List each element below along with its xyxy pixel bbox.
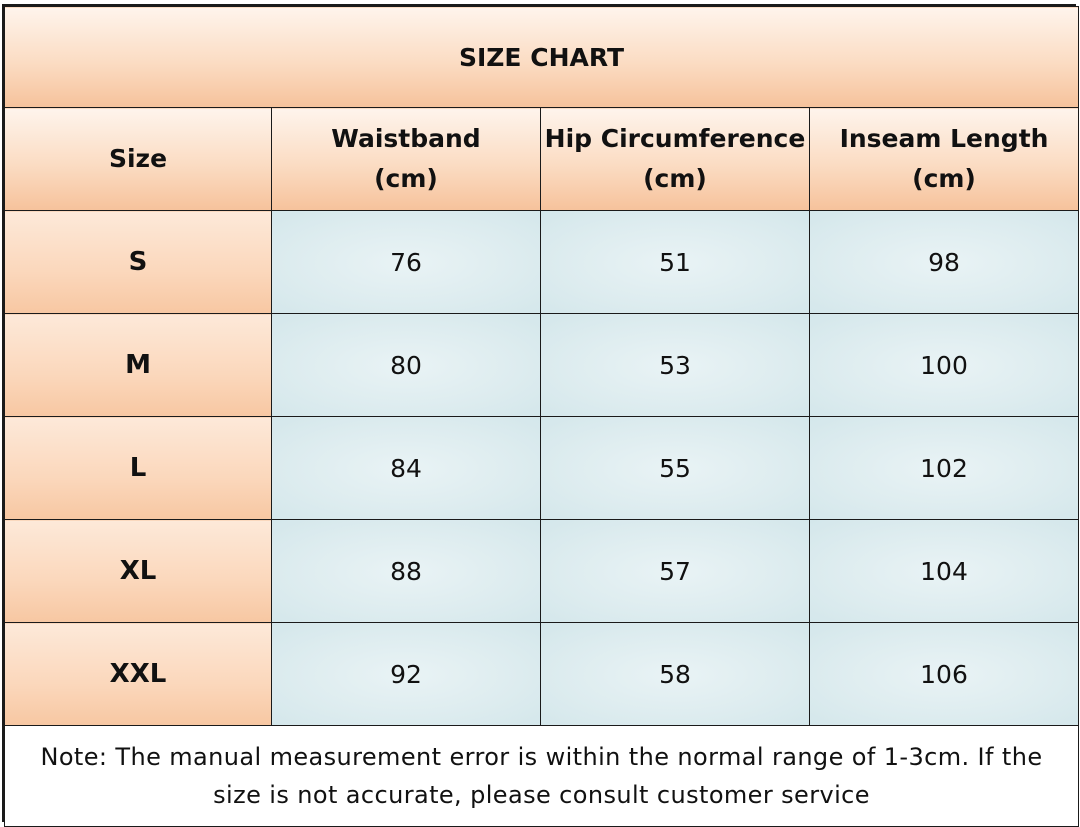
hip-value: 55: [540, 416, 810, 520]
waistband-value: 84: [271, 416, 541, 520]
inseam-value: 98: [808, 210, 1080, 314]
hip-value: 53: [540, 313, 810, 417]
inseam-value: 106: [808, 622, 1080, 726]
size-cell: XL: [4, 519, 272, 623]
table-row: L 84 55 102: [4, 416, 1080, 520]
note-line-1: Note: The manual measurement error is wi…: [40, 743, 1043, 771]
header-inseam: Inseam Length (cm): [808, 107, 1080, 211]
table-row: M 80 53 100: [4, 313, 1080, 417]
size-table: SIZE CHART Size Waistband (cm) Hip Circu…: [3, 6, 1080, 827]
inseam-value: 102: [808, 416, 1080, 520]
hip-value: 58: [540, 622, 810, 726]
inseam-value: 104: [808, 519, 1080, 623]
size-cell: M: [4, 313, 272, 417]
header-inseam-label: Inseam Length: [839, 124, 1049, 153]
waistband-value: 88: [271, 519, 541, 623]
header-size: Size: [4, 107, 272, 211]
size-chart-table: SIZE CHART Size Waistband (cm) Hip Circu…: [2, 4, 1080, 827]
table-row: S 76 51 98: [4, 210, 1080, 314]
header-hip: Hip Circumference (cm): [540, 107, 810, 211]
table-row: XXL 92 58 106: [4, 622, 1080, 726]
header-waistband: Waistband (cm): [271, 107, 541, 211]
header-hip-label: Hip Circumference: [544, 124, 806, 153]
inseam-value: 100: [808, 313, 1080, 417]
note-line-2: size is not accurate, please consult cus…: [213, 781, 870, 809]
header-hip-unit: (cm): [643, 164, 707, 193]
table-row: XL 88 57 104: [4, 519, 1080, 623]
header-waistband-unit: (cm): [374, 164, 438, 193]
waistband-value: 80: [271, 313, 541, 417]
hip-value: 51: [540, 210, 810, 314]
waistband-value: 92: [271, 622, 541, 726]
header-inseam-unit: (cm): [912, 164, 976, 193]
size-cell: XXL: [4, 622, 272, 726]
hip-value: 57: [540, 519, 810, 623]
header-row: Size Waistband (cm) Hip Circumference (c…: [4, 107, 1080, 211]
chart-title: SIZE CHART: [3, 6, 1080, 108]
size-cell: L: [4, 416, 272, 520]
size-cell: S: [4, 210, 272, 314]
header-waistband-label: Waistband: [331, 124, 481, 153]
measurement-note: Note: The manual measurement error is wi…: [3, 725, 1080, 827]
waistband-value: 76: [271, 210, 541, 314]
header-size-label: Size: [108, 144, 168, 173]
